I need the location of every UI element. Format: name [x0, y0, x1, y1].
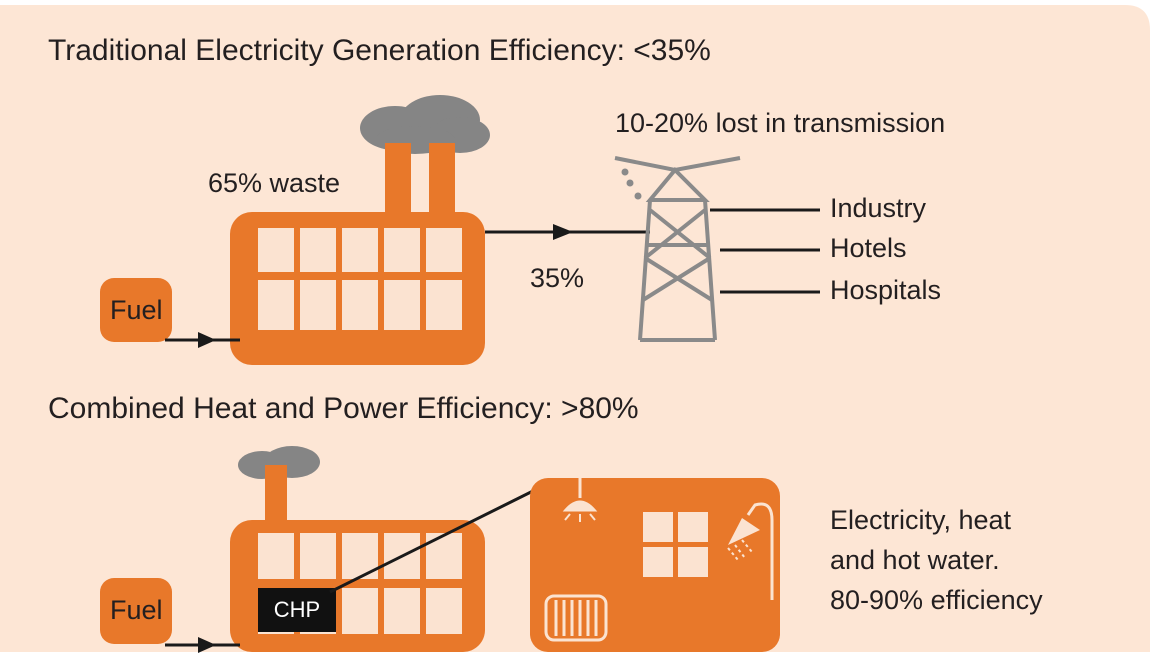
window — [384, 280, 420, 330]
window — [300, 280, 336, 330]
section-title: Traditional Electricity Generation Effic… — [48, 34, 711, 67]
consumer-label: Hotels — [830, 233, 907, 263]
fuel-label: Fuel — [110, 295, 163, 325]
section-title: Combined Heat and Power Efficiency: >80% — [48, 392, 639, 425]
window — [342, 280, 378, 330]
window — [342, 588, 378, 634]
consumer-label: Industry — [830, 193, 927, 223]
description-line: Electricity, heat — [830, 505, 1012, 535]
transmission-label: 10-20% lost in transmission — [615, 108, 945, 138]
description-line: and hot water. — [830, 545, 1000, 575]
window — [300, 533, 336, 579]
window — [384, 588, 420, 634]
infographic: Traditional Electricity Generation Effic… — [0, 0, 1154, 660]
fuel-label: Fuel — [110, 595, 163, 625]
window — [258, 280, 294, 330]
window — [426, 280, 462, 330]
window — [258, 228, 294, 272]
output-label: 35% — [530, 263, 584, 293]
chp-label: CHP — [274, 597, 320, 622]
description-line: 80-90% efficiency — [830, 585, 1043, 615]
window — [426, 228, 462, 272]
window — [300, 228, 336, 272]
window — [426, 588, 462, 634]
window — [258, 533, 294, 579]
house — [530, 478, 780, 652]
waste-label: 65% waste — [208, 168, 340, 198]
consumer-label: Hospitals — [830, 275, 941, 305]
window — [384, 228, 420, 272]
window — [342, 228, 378, 272]
